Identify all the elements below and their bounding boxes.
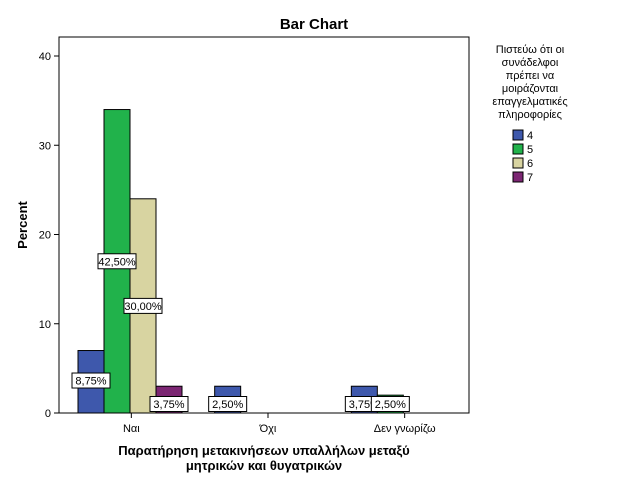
data-label-box — [97, 253, 137, 270]
legend-items: 4 5 6 7 — [512, 129, 533, 184]
data-label: 2,50% — [208, 396, 248, 412]
legend-label-7: 7 — [527, 172, 533, 184]
data-label-text: 2,50% — [212, 399, 243, 411]
y-axis-title: Percent — [15, 200, 30, 248]
data-label-text: 30,00% — [124, 301, 162, 313]
legend-title-line-3: πρέπει να — [506, 70, 555, 82]
data-label: 30,00% — [123, 297, 163, 314]
data-label: 42,50% — [97, 253, 137, 270]
y-tick-label: 0 — [45, 408, 51, 420]
y-tick-label: 30 — [39, 140, 51, 152]
y-tick-label: 40 — [39, 51, 51, 63]
x-axis: Ναι Όχι Δεν γνωρίζω — [123, 413, 436, 435]
data-label-box — [71, 372, 111, 389]
legend-title-line-2: συνάδελφοι — [502, 57, 559, 69]
y-axis: 0 10 20 30 40 — [39, 51, 59, 420]
legend-title-line-5: επαγγελματικές — [492, 96, 567, 108]
x-axis-title-line-2: μητρικών και θυγατρικών — [186, 458, 342, 473]
data-labels: 8,75%42,50%30,00%3,75% 2,50% 3,75%2,50% — [71, 253, 410, 412]
legend-title-line-6: πληροφορίες — [498, 109, 562, 121]
data-label: 8,75% — [71, 372, 111, 389]
data-label-text: 42,50% — [98, 256, 136, 268]
data-label-box — [370, 396, 410, 412]
data-label-text: 2,50% — [375, 399, 406, 411]
data-label-box — [123, 297, 163, 314]
x-tick-label: Δεν γνωρίζω — [374, 423, 436, 435]
x-tick-label: Όχι — [259, 423, 277, 435]
legend-swatch-5 — [512, 143, 524, 155]
chart-title: Bar Chart — [280, 16, 348, 33]
legend: Πιστεύω ότι οι συνάδελφοι πρέπει να μοιρ… — [492, 44, 567, 184]
legend-swatch-4 — [512, 129, 524, 141]
data-label: 2,50% — [370, 396, 410, 412]
y-tick-label: 10 — [39, 319, 51, 331]
plot-frame — [58, 36, 470, 414]
data-label-box — [208, 396, 248, 412]
y-tick-label: 20 — [39, 230, 51, 242]
legend-title-line-4: μοιράζονται — [502, 83, 559, 95]
legend-swatch-6 — [512, 157, 524, 169]
legend-title-line-1: Πιστεύω ότι οι — [496, 44, 565, 56]
data-label-text: 8,75% — [75, 376, 106, 388]
legend-label-6: 6 — [527, 158, 533, 170]
data-label-text: 3,75% — [153, 399, 184, 411]
x-tick-label: Ναι — [123, 423, 140, 435]
data-label-box — [149, 396, 189, 412]
legend-label-4: 4 — [527, 130, 533, 142]
x-axis-title-line-1: Παρατήρηση μετακινήσεων υπαλλήλων μεταξύ — [118, 443, 410, 458]
legend-swatch-7 — [512, 171, 524, 183]
legend-label-5: 5 — [527, 144, 533, 156]
data-label: 3,75% — [149, 396, 189, 412]
